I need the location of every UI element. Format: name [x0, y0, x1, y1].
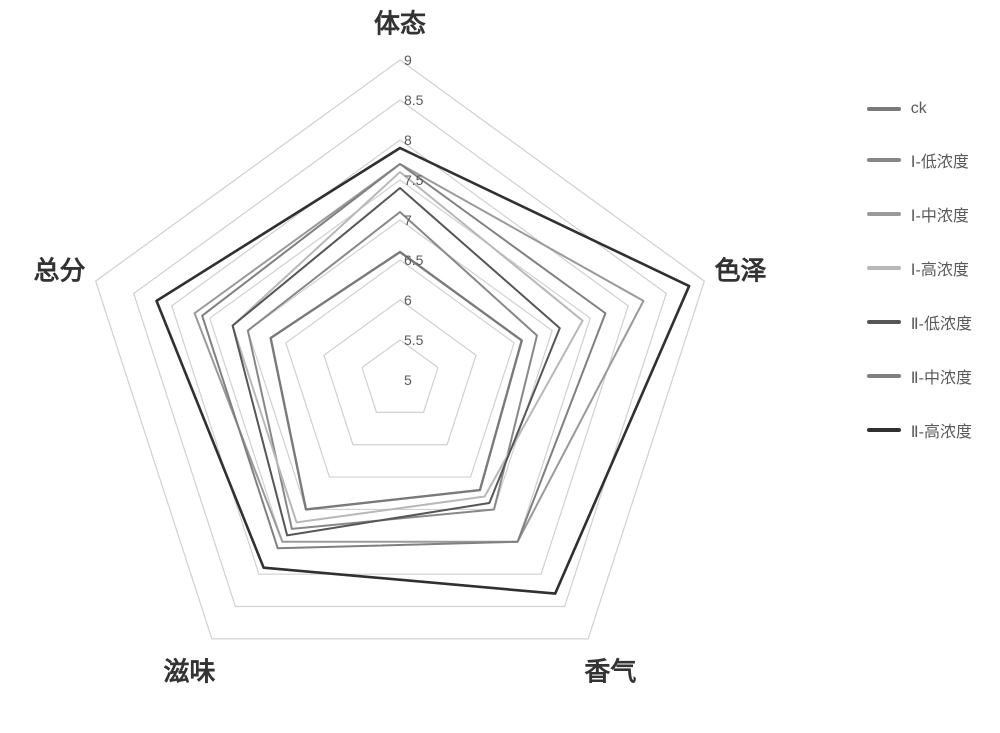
radar-chart-container: 体态色泽香气 滋味 总分 5 5.5 6 6.5 7 7.5 8 8.5 9 ck Ⅰ-低浓度 Ⅰ-中浓… [0, 0, 1000, 733]
legend: ck Ⅰ-低浓度 Ⅰ-中浓度 Ⅰ-高浓度 Ⅱ-低浓度 Ⅱ-中浓度 Ⅱ-高浓度 [867, 100, 972, 472]
axis-label: 滋味 [164, 651, 216, 688]
tick-label: 8 [404, 132, 412, 148]
tick-label: 8.5 [404, 92, 423, 108]
legend-swatch [867, 374, 901, 378]
legend-label: ck [911, 100, 927, 118]
legend-label: Ⅱ-低浓度 [911, 310, 972, 334]
axis-label: 香气 [584, 651, 636, 688]
tick-label: 7 [404, 212, 412, 228]
legend-item: Ⅰ-高浓度 [867, 256, 972, 280]
tick-label: 5 [404, 372, 412, 388]
series-line [271, 252, 522, 509]
legend-item: Ⅱ-高浓度 [867, 418, 972, 442]
legend-swatch [867, 158, 901, 162]
tick-label: 6 [404, 292, 412, 308]
legend-swatch [867, 320, 901, 324]
legend-swatch [867, 212, 901, 216]
tick-label: 5.5 [404, 332, 423, 348]
legend-item: Ⅰ-低浓度 [867, 148, 972, 172]
legend-item: Ⅱ-低浓度 [867, 310, 972, 334]
legend-item: Ⅰ-中浓度 [867, 202, 972, 226]
grid-ring [324, 300, 476, 445]
legend-label: Ⅱ-中浓度 [911, 364, 972, 388]
tick-label: 7.5 [404, 172, 423, 188]
legend-swatch [867, 107, 901, 111]
legend-item: Ⅱ-中浓度 [867, 364, 972, 388]
radar-svg [0, 0, 1000, 733]
axis-label: 色泽 [714, 251, 766, 288]
legend-label: Ⅱ-高浓度 [911, 418, 972, 442]
legend-item: ck [867, 100, 972, 118]
legend-label: Ⅰ-中浓度 [911, 202, 969, 226]
legend-label: Ⅰ-高浓度 [911, 256, 969, 280]
legend-swatch [867, 266, 901, 270]
grid-ring [362, 340, 438, 412]
legend-swatch [867, 428, 901, 432]
axis-label: 总分 [34, 251, 86, 288]
series-line [195, 164, 644, 542]
series-line [157, 148, 690, 594]
axis-label: 体态 [374, 4, 426, 41]
grid-ring [210, 180, 590, 542]
legend-label: Ⅰ-低浓度 [911, 148, 969, 172]
tick-label: 9 [404, 52, 412, 68]
tick-label: 6.5 [404, 252, 423, 268]
